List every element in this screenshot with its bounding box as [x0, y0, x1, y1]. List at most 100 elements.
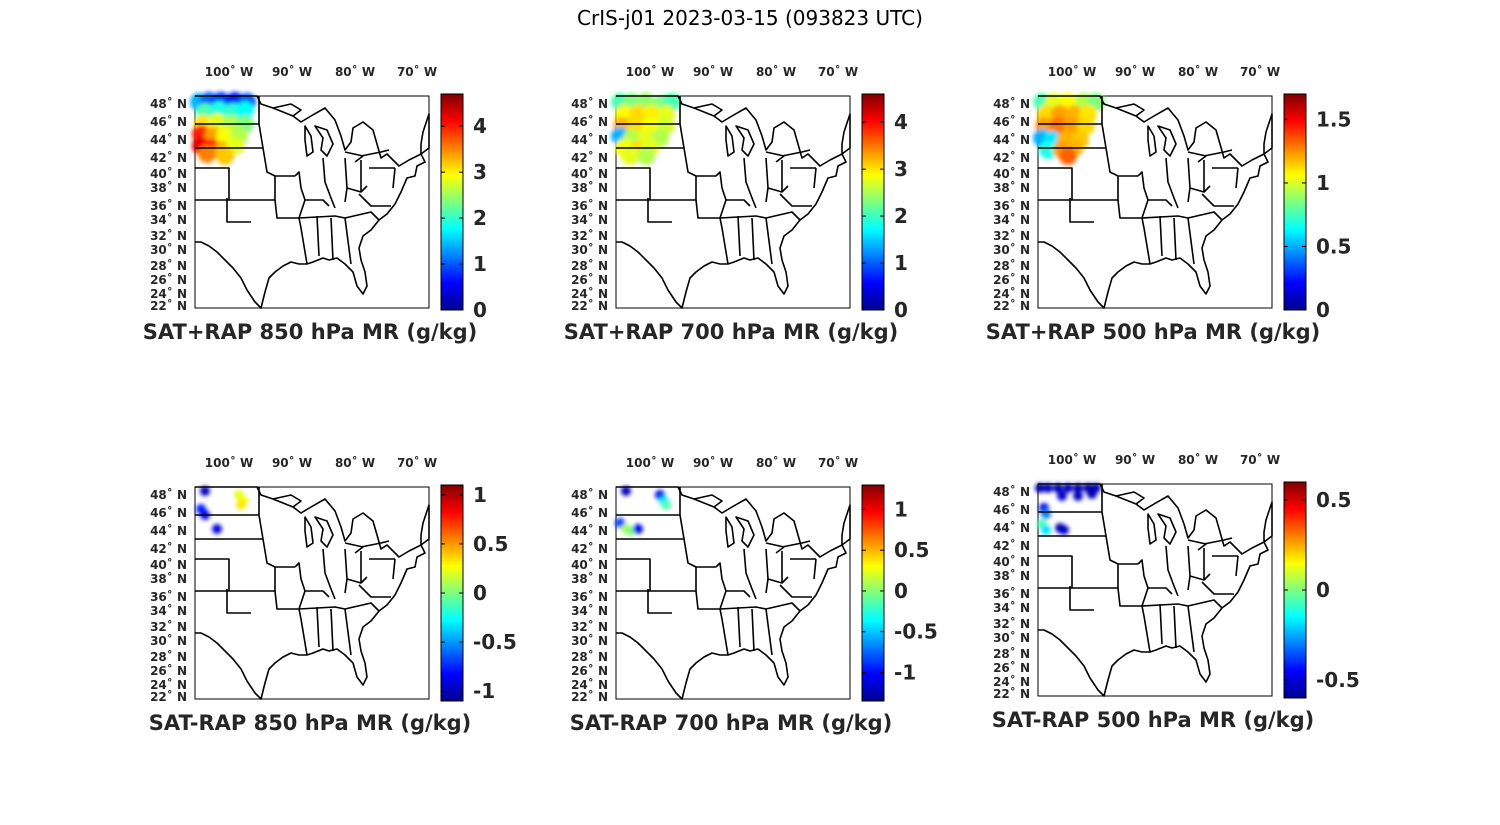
lon-tick-label: 70˚ W [397, 64, 437, 79]
panel-title: SAT-RAP 500 hPa MR (g/kg) [992, 708, 1315, 732]
data-blob [212, 524, 222, 534]
colorbar-tick-label: 0 [473, 298, 487, 322]
lat-tick-label: 24˚ N [993, 286, 1030, 301]
lat-tick-label: 30˚ N [150, 633, 187, 648]
lon-tick-label: 90˚ W [272, 455, 312, 470]
lat-tick-label: 38˚ N [571, 180, 608, 195]
data-blob [1073, 491, 1083, 501]
map-panel-sat-rap-850: 100˚ W 90˚ W 80˚ W 70˚ W 48˚ N 46˚ N 44˚ N 42˚ … [143, 64, 487, 344]
lat-tick-label: 28˚ N [150, 649, 187, 664]
colorbar-tick-label: 0 [1316, 578, 1330, 602]
colorbar-tick-label: 0.5 [473, 532, 508, 556]
data-blob [1057, 491, 1067, 501]
lat-tick-label: 44˚ N [150, 523, 187, 538]
colorbar-tick-label: 2 [473, 206, 487, 230]
lat-tick-label: 46˚ N [993, 114, 1030, 129]
lat-tick-label: 30˚ N [993, 630, 1030, 645]
lat-tick-label: 44˚ N [571, 523, 608, 538]
lon-tick-label: 80˚ W [335, 64, 375, 79]
lat-tick-label: 28˚ N [571, 649, 608, 664]
colorbar-tick-label: -1 [894, 660, 916, 684]
lat-tick-label: 36˚ N [993, 586, 1030, 601]
lat-tick-label: 42˚ N [571, 150, 608, 165]
lon-tick-label: 80˚ W [1178, 64, 1218, 79]
data-blob [661, 500, 671, 510]
lat-tick-label: 34˚ N [571, 603, 608, 618]
lat-tick-label: 26˚ N [150, 663, 187, 678]
lon-tick-label: 100˚ W [205, 64, 253, 79]
lat-tick-label: 28˚ N [993, 646, 1030, 661]
map-frame [615, 486, 851, 700]
lat-tick-label: 40˚ N [993, 166, 1030, 181]
data-blob [1049, 117, 1067, 135]
lat-tick-label: 40˚ N [150, 557, 187, 572]
colorbar [861, 484, 885, 702]
data-blob [236, 500, 246, 510]
data-blob [236, 101, 254, 119]
lat-tick-label: 44˚ N [150, 132, 187, 147]
lat-tick-label: 44˚ N [993, 132, 1030, 147]
colorbar-tick-label: 1.5 [1316, 107, 1351, 131]
panel-title: SAT-RAP 700 hPa MR (g/kg) [570, 711, 893, 735]
lat-tick-label: 40˚ N [150, 166, 187, 181]
map-panel-sat-rap-700: 100˚ W 90˚ W 80˚ W 70˚ W 48˚ N 46˚ N 44˚ N 42˚ … [564, 64, 908, 344]
lat-tick-label: 46˚ N [150, 114, 187, 129]
lon-tick-label: 90˚ W [693, 455, 733, 470]
lat-tick-label: 22˚ N [993, 298, 1030, 313]
map-panel-sat-minus-rap-700: 100˚ W 90˚ W 80˚ W 70˚ W 48˚ N 46˚ N 44˚ N 42˚ … [570, 455, 938, 735]
lat-tick-label: 24˚ N [571, 677, 608, 692]
data-blob [633, 524, 643, 534]
lat-tick-label: 42˚ N [993, 150, 1030, 165]
lat-tick-label: 32˚ N [993, 228, 1030, 243]
lat-tick-label: 28˚ N [150, 258, 187, 273]
lon-tick-label: 90˚ W [272, 64, 312, 79]
colorbar-tick-label: -0.5 [473, 630, 517, 654]
data-blob [1063, 117, 1081, 135]
data-blob [1059, 525, 1069, 535]
lat-tick-label: 26˚ N [150, 272, 187, 287]
lat-tick-label: 34˚ N [150, 603, 187, 618]
data-blob [1053, 483, 1063, 493]
lat-tick-label: 38˚ N [150, 571, 187, 586]
colorbar [440, 93, 464, 311]
map-frame [194, 486, 430, 700]
data-blob [1041, 525, 1051, 535]
lat-tick-label: 32˚ N [571, 228, 608, 243]
lat-tick-label: 34˚ N [993, 600, 1030, 615]
lon-tick-label: 100˚ W [1048, 452, 1096, 467]
lat-tick-label: 38˚ N [571, 571, 608, 586]
panel-title: SAT+RAP 850 hPa MR (g/kg) [143, 320, 477, 344]
lat-tick-label: 48˚ N [993, 96, 1030, 111]
colorbar-tick-label: 3 [473, 160, 487, 184]
lat-tick-label: 24˚ N [150, 677, 187, 692]
lat-tick-label: 36˚ N [993, 198, 1030, 213]
data-blob [1035, 483, 1045, 493]
lat-tick-label: 48˚ N [150, 487, 187, 502]
data-blob [625, 526, 635, 536]
colorbar-tick-label: 0 [473, 581, 487, 605]
lat-tick-label: 32˚ N [150, 228, 187, 243]
data-field-diff-700 [615, 486, 671, 536]
lat-tick-label: 42˚ N [150, 150, 187, 165]
lat-tick-label: 26˚ N [571, 663, 608, 678]
lat-tick-label: 34˚ N [571, 212, 608, 227]
data-blob [1077, 117, 1095, 135]
colorbar-tick-label: 2 [894, 204, 908, 228]
data-blob [621, 486, 631, 496]
map-frame [1037, 483, 1273, 697]
lat-tick-label: 28˚ N [993, 258, 1030, 273]
lat-tick-label: 36˚ N [571, 589, 608, 604]
colorbar-tick-label: -0.5 [894, 620, 938, 644]
data-blob [1043, 483, 1053, 493]
lat-tick-label: 38˚ N [993, 180, 1030, 195]
colorbar-tick-label: -1 [473, 679, 495, 703]
map-panel-sat-minus-rap-850: 100˚ W 90˚ W 80˚ W 70˚ W 48˚ N 46˚ N 44˚ N 42˚ … [149, 455, 517, 735]
lat-tick-label: 24˚ N [150, 286, 187, 301]
colorbar-tick-label: 0.5 [1316, 234, 1351, 258]
lat-tick-label: 48˚ N [571, 487, 608, 502]
lon-tick-label: 100˚ W [626, 64, 674, 79]
data-blob [200, 486, 210, 496]
data-field-swath-700 [611, 93, 681, 165]
lat-tick-label: 22˚ N [571, 298, 608, 313]
